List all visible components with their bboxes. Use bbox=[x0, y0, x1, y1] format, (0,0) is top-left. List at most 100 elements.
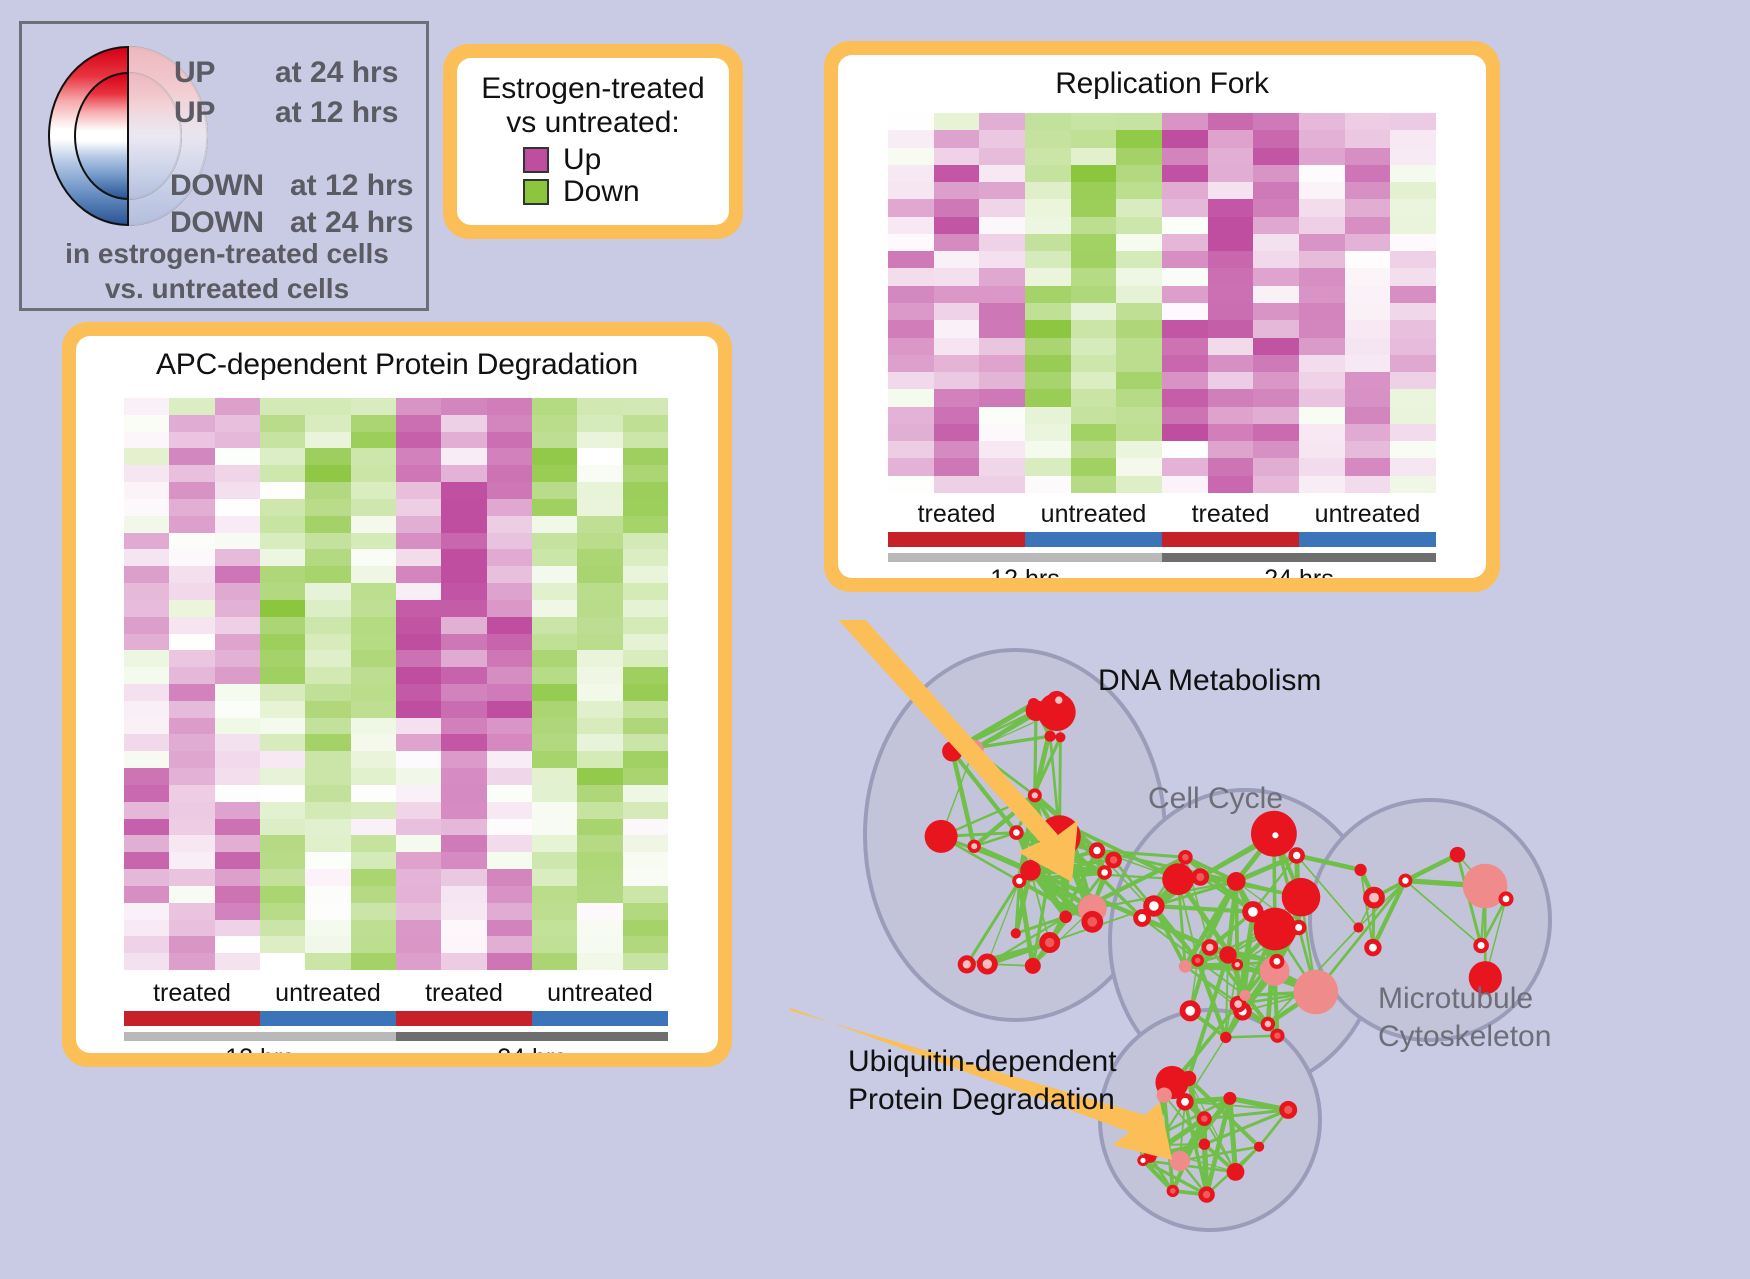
heatmap-cell bbox=[395, 801, 442, 819]
cluster-label-ubiquitin: Ubiquitin-dependent Protein Degradation bbox=[848, 1045, 1117, 1116]
network-node bbox=[1226, 872, 1246, 891]
heatmap-cell bbox=[350, 465, 396, 483]
heatmap-cell bbox=[169, 784, 215, 802]
heatmap-cell bbox=[622, 482, 668, 499]
axis-condition-bar-segment bbox=[1025, 531, 1162, 547]
heatmap-cell bbox=[622, 936, 668, 954]
heatmap-cell bbox=[350, 768, 396, 785]
heatmap-cell bbox=[214, 482, 260, 499]
heatmap-cell bbox=[1390, 130, 1436, 148]
heatmap-cell bbox=[1253, 389, 1299, 407]
network-node bbox=[1162, 863, 1194, 896]
heatmap-cell bbox=[888, 423, 934, 442]
heatmap-cell bbox=[1253, 475, 1299, 493]
heatmap-cell bbox=[350, 751, 396, 769]
heatmap-cell bbox=[531, 650, 578, 668]
heatmap-cell bbox=[259, 734, 306, 752]
heatmap-cell bbox=[979, 406, 1025, 424]
heatmap-cell bbox=[933, 406, 980, 424]
heatmap-cell bbox=[214, 818, 260, 836]
heatmap-cell bbox=[214, 835, 260, 853]
heatmap-cell bbox=[1207, 423, 1254, 442]
pathway-network-diagram bbox=[790, 620, 1552, 1232]
network-node-core bbox=[1234, 1000, 1242, 1008]
heatmap-cell bbox=[259, 869, 306, 886]
network-node-core bbox=[1182, 854, 1189, 861]
heatmap-cell bbox=[1207, 320, 1254, 338]
network-node-core bbox=[1031, 792, 1038, 799]
heatmap-cell bbox=[1070, 337, 1117, 355]
heatmap-cell bbox=[124, 818, 170, 836]
heatmap-cell bbox=[1390, 423, 1436, 442]
network-node bbox=[1178, 959, 1192, 973]
heatmap-cell bbox=[531, 616, 578, 634]
heatmap-cell bbox=[531, 700, 578, 718]
wheel-label-down-24: DOWN bbox=[170, 206, 264, 239]
network-node bbox=[1223, 1091, 1237, 1105]
heatmap-cell bbox=[486, 549, 532, 567]
heatmap-cell bbox=[531, 751, 578, 769]
heatmap-cell bbox=[1299, 147, 1345, 165]
heatmap-cell bbox=[1070, 406, 1117, 424]
heatmap-cell bbox=[888, 320, 934, 338]
heatmap-cell bbox=[531, 953, 578, 970]
heatmap-cell bbox=[933, 216, 980, 234]
heatmap-cell bbox=[1162, 147, 1208, 165]
network-edge bbox=[972, 831, 1018, 848]
heatmap-cell bbox=[214, 431, 260, 449]
heatmap-cell bbox=[305, 599, 351, 617]
heatmap-cell bbox=[1070, 389, 1117, 407]
heatmap-cell bbox=[1025, 182, 1071, 200]
heatmap-cell bbox=[395, 667, 442, 684]
heatmap-cell bbox=[622, 919, 668, 937]
heatmap-cell bbox=[1162, 268, 1208, 286]
heatmap-cell bbox=[1253, 251, 1299, 269]
heatmap-cell bbox=[169, 902, 215, 920]
heatmap-cell bbox=[577, 532, 623, 550]
network-edge bbox=[1178, 1145, 1261, 1163]
heatmap-cell bbox=[259, 885, 306, 903]
heatmap-cell bbox=[486, 515, 532, 533]
heatmap-cell bbox=[933, 458, 980, 476]
heatmap-cell bbox=[124, 852, 170, 870]
heatmap-cell bbox=[305, 650, 351, 668]
heatmap-cell bbox=[1390, 372, 1436, 390]
wheel-footer-line2: vs. untreated cells bbox=[104, 273, 350, 304]
heatmap-cell bbox=[979, 441, 1025, 459]
heatmap-cell bbox=[441, 498, 487, 516]
heatmap-cell bbox=[1207, 130, 1254, 148]
heatmap-cell bbox=[259, 953, 306, 970]
heatmap-cell bbox=[124, 953, 170, 970]
network-node bbox=[1219, 946, 1237, 964]
heatmap-cell bbox=[1299, 406, 1345, 424]
heatmap-cell bbox=[486, 818, 532, 836]
heatmap-cell bbox=[214, 919, 260, 937]
heatmap-cell bbox=[486, 414, 532, 432]
heatmap-cell bbox=[124, 515, 170, 533]
heatmap-cell bbox=[1025, 113, 1071, 131]
heatmap-cell bbox=[259, 398, 306, 415]
heatmap-cell bbox=[441, 852, 487, 870]
heatmap-cell bbox=[169, 919, 215, 937]
heatmap-cell bbox=[395, 751, 442, 769]
heatmap-cell bbox=[214, 768, 260, 785]
heatmap-cell bbox=[441, 398, 487, 415]
network-node-core bbox=[1185, 1006, 1195, 1016]
heatmap-cell bbox=[1207, 406, 1254, 424]
heatmap-cell bbox=[350, 448, 396, 466]
heatmap-cell bbox=[486, 633, 532, 651]
heatmap-cell bbox=[350, 583, 396, 600]
heatmap-cell bbox=[350, 734, 396, 752]
network-node-core bbox=[1093, 846, 1101, 855]
heatmap-cell bbox=[1390, 113, 1436, 131]
network-edge bbox=[1187, 1077, 1237, 1173]
heatmap-cell bbox=[1253, 147, 1299, 165]
heatmap-cell bbox=[395, 734, 442, 752]
heatmap-cell bbox=[1116, 372, 1162, 390]
heatmap-cell bbox=[305, 751, 351, 769]
heatmap-cell bbox=[305, 936, 351, 954]
heatmap-cell bbox=[622, 953, 668, 970]
heatmap-cell bbox=[259, 566, 306, 584]
heatmap-cell bbox=[214, 667, 260, 684]
heatmap-cell bbox=[577, 448, 623, 466]
